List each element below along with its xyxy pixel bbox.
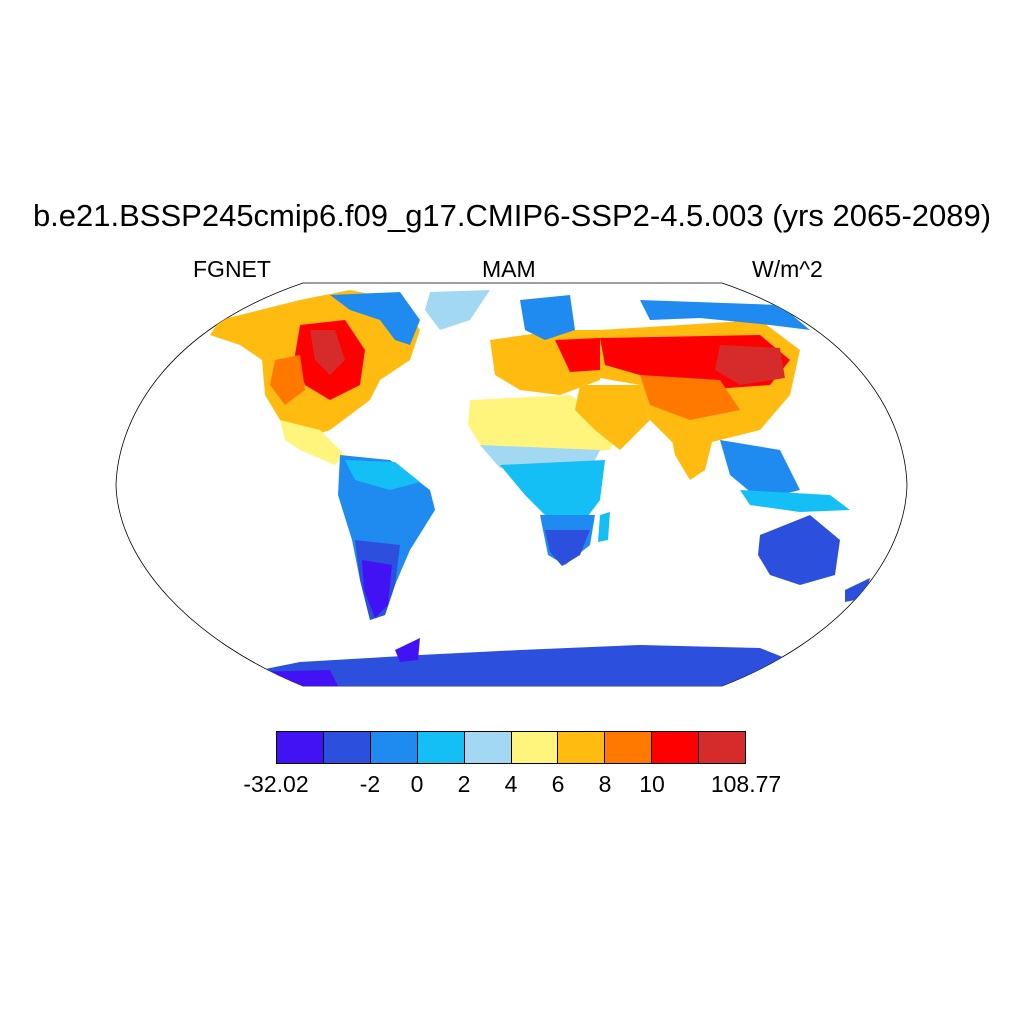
colorbar-swatch (417, 732, 465, 763)
siberia-blue (640, 300, 810, 330)
asia-orange (640, 375, 740, 420)
colorbar-tick-label: 6 (551, 771, 565, 797)
na-red-core (310, 330, 345, 375)
colorbar-swatch (323, 732, 371, 763)
colorbar-swatch (558, 732, 606, 763)
southern-africa-deep (545, 530, 590, 566)
australia (758, 515, 840, 585)
colorbar-swatch (277, 732, 324, 763)
madagascar (598, 512, 610, 542)
antarctica-edge (250, 670, 340, 686)
southeast-asia (720, 440, 800, 500)
colorbar-tick-label: 2 (457, 771, 471, 797)
colorbar-tick-label: -2 (359, 771, 381, 797)
indonesia (740, 490, 850, 512)
colorbar-tick-label: 108.77 (710, 771, 782, 797)
patagonia (362, 560, 392, 618)
europe-red (555, 338, 600, 372)
map-title: b.e21.BSSP245cmip6.f09_g17.CMIP6-SSP2-4.… (32, 198, 992, 233)
colorbar-swatch (605, 732, 653, 763)
canada-blue (330, 292, 420, 345)
na-orange (270, 355, 305, 405)
units-label: W/m^2 (752, 256, 823, 282)
middle-east (575, 385, 650, 450)
sa-north (345, 460, 420, 490)
colorbar-tick-label: 8 (598, 771, 612, 797)
colorbar-swatch (370, 732, 418, 763)
colorbar-tick-label: 0 (410, 771, 424, 797)
greenland (425, 290, 490, 330)
central-africa (500, 460, 605, 520)
variable-label: FGNET (193, 256, 271, 282)
antarctica (250, 645, 790, 686)
colorbar-tick-label: 10 (639, 771, 665, 797)
colorbar-swatch (699, 732, 746, 763)
antarctica-peninsula (395, 638, 420, 662)
scandinavia (520, 295, 575, 340)
asia-deep-red (715, 345, 785, 385)
colorbar-swatch (652, 732, 700, 763)
colorbar-swatch (464, 732, 512, 763)
colorbar-swatch (511, 732, 559, 763)
central-america (280, 420, 345, 465)
land-field (210, 290, 870, 686)
colorbar (276, 731, 746, 764)
india (670, 430, 715, 480)
colorbar-tick-label: 4 (504, 771, 518, 797)
colorbar-tick-label: -32.02 (243, 771, 309, 797)
season-label: MAM (482, 256, 536, 282)
